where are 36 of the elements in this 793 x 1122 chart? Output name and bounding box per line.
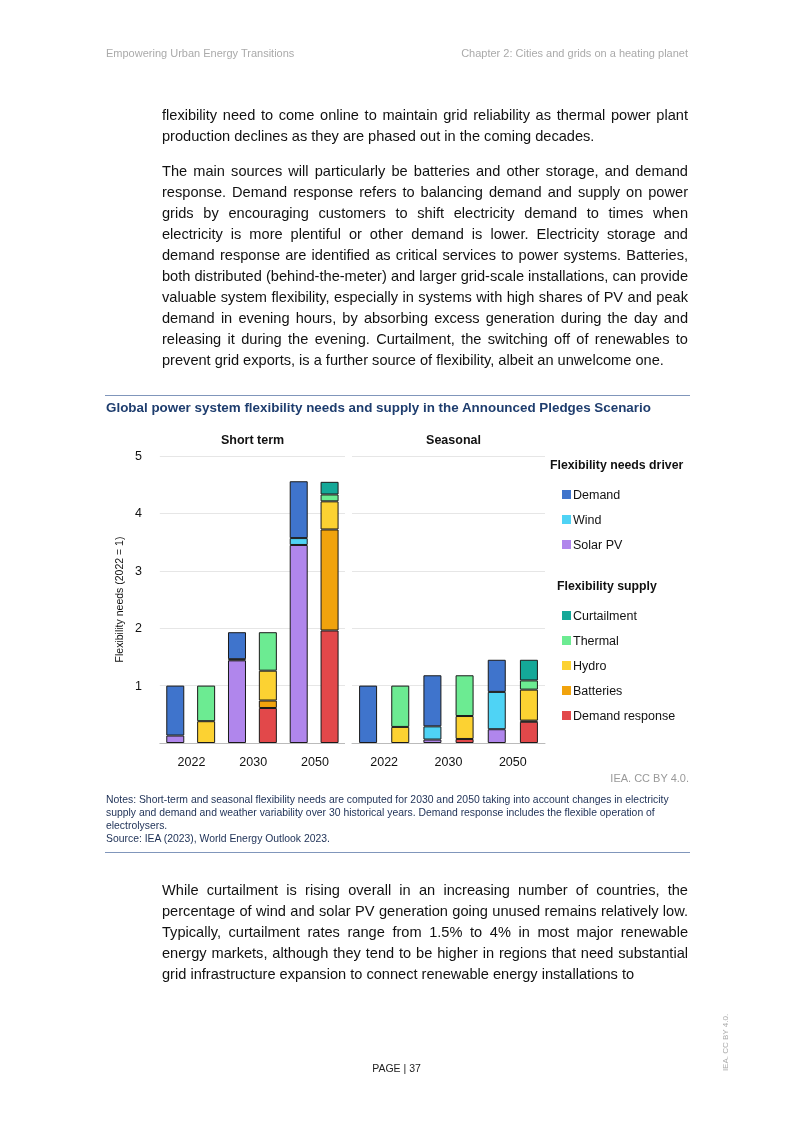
legend-label: Curtailment — [573, 608, 638, 623]
y-tick-label: 1 — [134, 678, 142, 693]
chart-title: Seasonal — [426, 432, 481, 447]
y-tick-label: 5 — [134, 449, 142, 463]
y-tick-label: 2 — [134, 621, 142, 636]
y-tick-label: 4 — [134, 506, 142, 521]
x-tick-label: 2050 — [498, 754, 527, 769]
x-tick-label: 2030 — [239, 754, 268, 769]
x-tick-label: 2050 — [301, 754, 329, 769]
y-tick-label: 3 — [134, 563, 142, 578]
legend-label: Batteries — [573, 683, 623, 698]
text: Notes: Short-term and seasonal flexibility needs are computed for 2030 and 2050 taking into account changes in electricity supply and demand and weather variability over 30 historical years. Demand response includes the flexible operation of electrolysers. — [106, 793, 670, 832]
y-axis-title: Flexibility needs (2022 = 1) — [112, 536, 125, 663]
chart-title: Short term — [220, 432, 285, 447]
text: Flexibility supply — [557, 579, 657, 593]
text: IEA. CC BY 4.0. — [720, 1012, 730, 1074]
legend-label: Demand response — [573, 708, 676, 723]
text: While curtailment is rising overall in an increasing number of countries, the percentage of wind and solar PV generation going unused remains relatively low. Typically, curtailment rates range from 1.5% to 4% in most major renewable energy markets, although they tend to be higher in regions that need substantial grid infrastructure expansion to connect renewable energy installations to — [162, 881, 688, 984]
x-tick-label: 2022 — [177, 754, 206, 769]
x-tick-label: 2022 — [370, 754, 399, 769]
text: Empowering Urban Energy Transitions — [106, 47, 295, 59]
text: Global power system flexibility needs and supply in the Announced Pledges Scenario — [106, 400, 651, 415]
source-note: Source: IEA (2023), World Energy Outlook 2023. — [106, 833, 330, 844]
text: PAGE | 37 — [372, 1062, 421, 1074]
text: The main sources will particularly be batteries and other storage, and demand response. Demand response refers to balancing demand and supply on power grids by encouraging customers to shift electricity demand to times when electricity is more plentiful or other demand is lower. Electricity storage and demand response are identified as critical services to power systems. Batteries, both distributed (behind-the-meter) and larger grid-scale installations, can provide valuable system flexibility, especially in systems with high shares of PV and peak demand in evening hours, by absorbing excess generation during the day and releasing it during the evening. Curtailment, the switching off of renewables to prevent grid exports, is a further source of flexibility, albeit an unwelcome one. — [162, 163, 688, 368]
legend-title: Flexibility needs driver — [550, 458, 684, 472]
legend-label: Wind — [573, 512, 602, 527]
x-tick-label: 2030 — [434, 754, 463, 769]
text: flexibility need to come online to maintain grid reliability as thermal power plant production declines as they are phased out in the coming decades. — [162, 106, 688, 146]
legend-label: Hydro — [573, 658, 607, 673]
legend-label: Demand — [573, 487, 621, 502]
text: IEA. CC BY 4.0. — [610, 772, 689, 784]
bar — [359, 685, 378, 743]
legend-label: Thermal — [573, 633, 619, 648]
text: Chapter 2: Cities and grids on a heating planet — [461, 47, 688, 59]
legend-label: Solar PV — [573, 537, 623, 552]
